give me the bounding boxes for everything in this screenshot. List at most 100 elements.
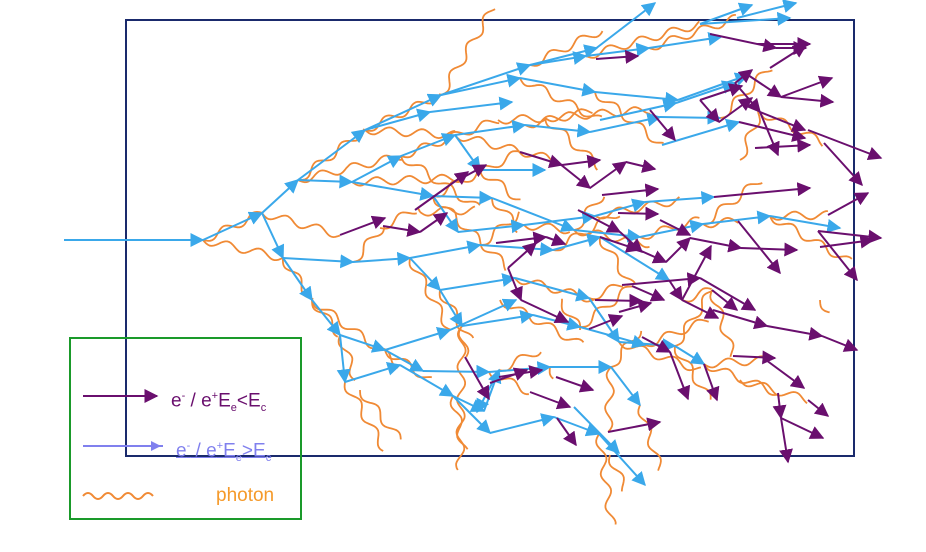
electron-track-high-energy (552, 233, 602, 251)
electron-track-high-energy (384, 349, 425, 372)
electron-track-high-energy (400, 133, 457, 157)
electron-track-low-energy (419, 212, 449, 233)
photon-track (673, 345, 712, 400)
electron-track-high-energy (352, 251, 412, 266)
electron-track-high-energy (524, 123, 592, 138)
electron-track-high-energy (573, 406, 620, 455)
legend-label-low-energy: e- / e+Ee<Ec (171, 390, 267, 415)
electron-track-low-energy (780, 417, 825, 439)
electron-track-high-energy (422, 364, 491, 379)
electron-track-low-energy (807, 129, 883, 161)
electron-track-high-energy (432, 190, 494, 205)
electron-track-high-energy (439, 273, 517, 291)
electron-track-high-energy (409, 240, 482, 259)
electron-track-high-energy (736, 0, 798, 19)
legend-box: e- / e+Ee<Ec e- / e+Ee>Ec photon (69, 337, 302, 520)
electron-track-high-energy (351, 155, 403, 183)
electron-track-low-energy (732, 350, 777, 365)
electron-track-high-energy (439, 289, 463, 328)
electron-track-high-energy (523, 210, 597, 226)
photon-track (644, 318, 709, 348)
photon-track (202, 239, 284, 261)
electron-track-low-energy (699, 99, 720, 124)
electron-track-high-energy (409, 257, 441, 292)
electron-track-low-energy (555, 376, 595, 393)
electron-track-high-energy (769, 215, 842, 233)
electron-track-low-energy (641, 336, 672, 353)
electron-track-high-energy (599, 236, 671, 281)
electron-track-low-energy (759, 111, 807, 132)
electron-track-low-energy (507, 267, 523, 302)
electron-track-low-energy (817, 230, 858, 282)
photon-track (497, 114, 546, 125)
photon-track (674, 289, 714, 347)
electron-track-low-energy (738, 121, 807, 142)
electron-track-high-energy (384, 327, 452, 351)
electron-track-low-energy (703, 363, 720, 402)
electron-track-high-energy (699, 2, 754, 25)
photon-track (739, 111, 761, 161)
electron-track-low-energy (713, 182, 812, 198)
electron-track-high-energy (661, 118, 741, 146)
electron-track-low-energy (823, 142, 863, 187)
photon-track (351, 173, 463, 187)
electron-track-high-energy (702, 210, 772, 225)
electron-track-high-energy (476, 369, 500, 414)
purple-arrow-icon (83, 389, 159, 403)
photon-track (400, 119, 500, 159)
photon-track (523, 222, 571, 235)
electron-track-low-energy (659, 219, 692, 236)
electron-track-low-energy (414, 171, 470, 211)
electron-track-low-energy (827, 192, 870, 216)
photon-track (311, 299, 399, 369)
photon-track (449, 395, 469, 450)
photon-track (454, 134, 555, 164)
electron-track-low-energy (821, 335, 859, 352)
photon-track (595, 433, 617, 525)
electron-track-low-energy (489, 367, 529, 384)
electron-track-low-energy (699, 277, 757, 311)
photon-track (819, 299, 830, 314)
electron-track-low-energy (689, 237, 743, 253)
electron-track-high-energy (659, 110, 722, 125)
electron-track-low-energy (507, 242, 538, 269)
high-energy-tracks (64, 0, 842, 487)
electron-track-high-energy (452, 395, 491, 434)
photon-track (719, 69, 773, 119)
electron-track-high-energy (675, 80, 737, 104)
photon-track (343, 381, 384, 452)
electron-track-low-energy (649, 109, 676, 142)
electron-track-low-energy (780, 93, 835, 108)
electron-track-low-energy (769, 44, 808, 69)
electron-track-low-energy (718, 97, 754, 123)
photon-track (585, 20, 700, 59)
electron-track-high-energy (202, 211, 264, 241)
electron-track-low-energy (495, 231, 548, 246)
low-energy-tracks (339, 33, 883, 464)
photon-track (352, 226, 386, 263)
photon-track (703, 355, 767, 369)
photon-track (604, 366, 615, 433)
legend-row-low-energy: e- / e+Ee<Ec (71, 381, 300, 414)
electron-track-high-energy (588, 297, 620, 344)
electron-track-low-energy (617, 206, 660, 221)
electron-track-low-energy (382, 223, 422, 237)
photon-track (519, 77, 603, 118)
electron-track-high-energy (282, 254, 355, 269)
electron-track-high-energy (454, 119, 527, 136)
electron-track-low-energy (577, 209, 622, 233)
electron-track-low-energy (621, 272, 702, 287)
electron-track-high-energy (339, 334, 387, 353)
electron-track-low-energy (631, 285, 666, 302)
electron-track-high-energy (399, 364, 455, 397)
photon-track (408, 257, 451, 331)
electron-track-low-energy (594, 293, 644, 308)
electron-track-high-energy (429, 96, 514, 113)
electron-track-low-energy (599, 236, 641, 253)
electron-track-low-energy (625, 159, 657, 173)
legend-row-photon: photon (71, 481, 300, 511)
photon-track (769, 210, 828, 221)
electron-track-high-energy (297, 174, 354, 189)
electron-track-low-energy (519, 151, 564, 168)
photon-track (544, 106, 651, 123)
